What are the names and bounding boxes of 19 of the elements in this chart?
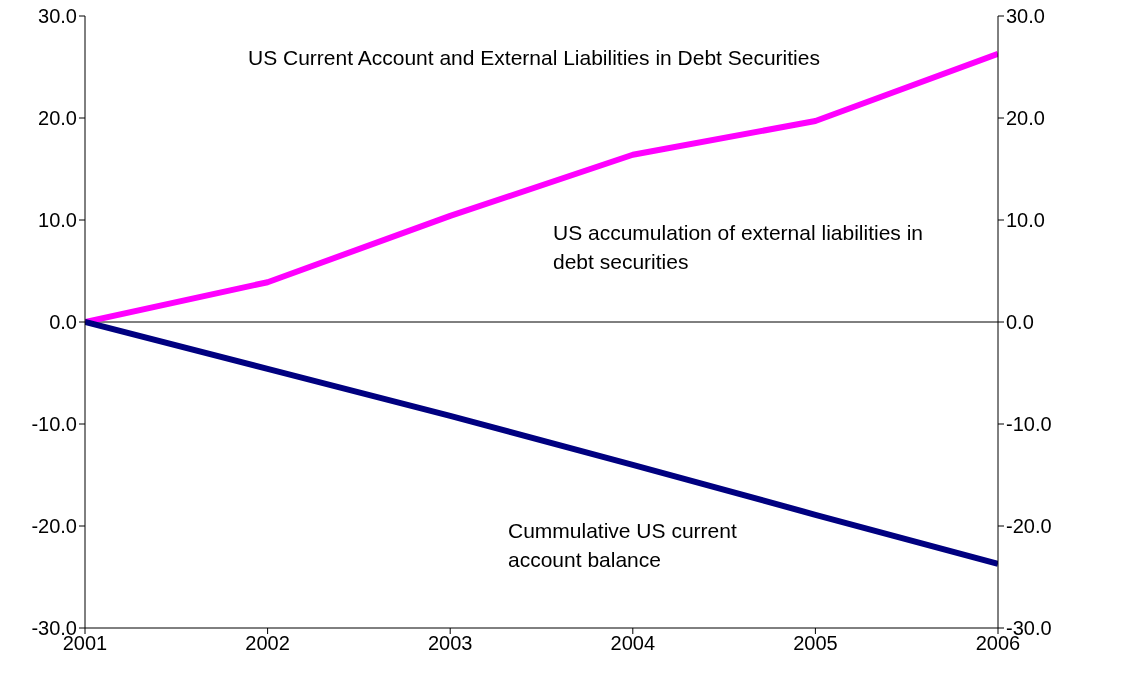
y-tick-label: -20.0 [31,515,77,538]
y-tick-label: 0.0 [49,311,77,334]
y2-tick-label: -20.0 [1006,515,1052,538]
y2-tick-label: 20.0 [1006,107,1045,130]
y2-tick-label: -10.0 [1006,413,1052,436]
y-tick-label: -10.0 [31,413,77,436]
y-tick-label: 10.0 [38,209,77,232]
y-tick-label: 20.0 [38,107,77,130]
text: US Current Account and External Liabilities in Debt Securities [248,46,820,70]
x-tick-label: 2003 [427,632,473,655]
series-label: US accumulation of external liabilities in debt securities [553,220,924,275]
y2-tick-label: 10.0 [1006,209,1045,232]
y-tick-label: 30.0 [38,5,77,28]
x-tick-label: 2005 [793,632,838,655]
series-label: Cummulative US current account balance [508,518,738,573]
x-tick-label: 2002 [245,632,290,655]
y2-tick-label: 0.0 [1006,311,1034,334]
y2-tick-label: 30.0 [1006,5,1045,28]
x-tick-label: 2004 [610,632,656,655]
